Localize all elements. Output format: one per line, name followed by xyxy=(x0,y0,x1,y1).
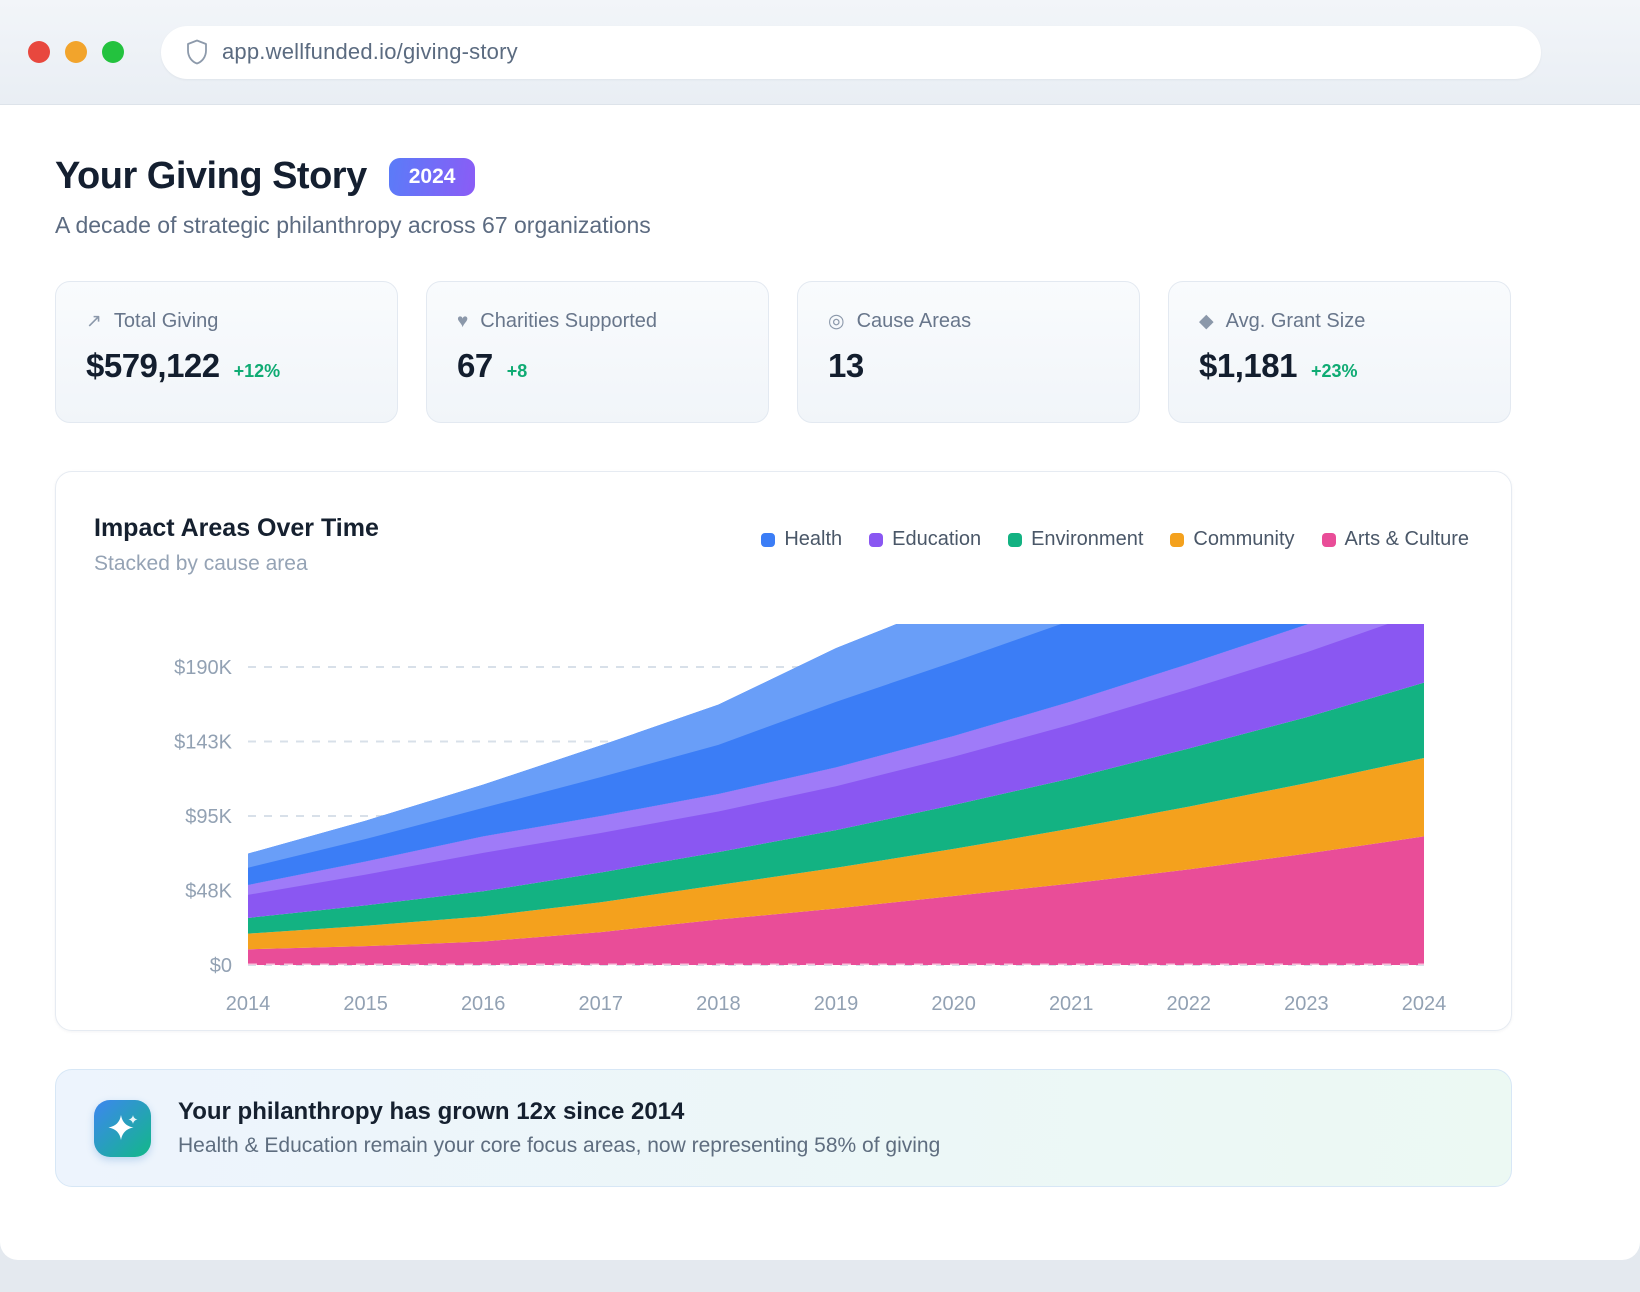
stat-label: Cause Areas xyxy=(856,310,972,332)
stat-value: $579,122 xyxy=(86,347,220,384)
stat-label: Charities Supported xyxy=(480,310,658,332)
svg-text:$48K: $48K xyxy=(185,881,232,903)
svg-text:$95K: $95K xyxy=(185,806,232,828)
impact-areas-chart: $190K $143K $95K $48K $0 2014 2015 2016 2017 2018… xyxy=(174,624,1447,1015)
legend-item-community[interactable]: Community xyxy=(1170,528,1295,551)
chart-title: Impact Areas Over Time xyxy=(94,514,379,542)
diamond-icon: ◆ xyxy=(1199,311,1214,332)
svg-text:2019: 2019 xyxy=(814,993,859,1015)
close-window-button[interactable] xyxy=(28,41,50,63)
trend-up-icon: ↗ xyxy=(86,311,102,332)
heart-icon: ♥ xyxy=(457,310,469,332)
chart-legend: Health Education Environment Community Arts … xyxy=(761,528,1469,551)
minimize-window-button[interactable] xyxy=(65,41,87,63)
legend-label: Environment xyxy=(1031,528,1144,550)
legend-swatch xyxy=(1008,532,1023,547)
legend-swatch xyxy=(761,532,776,547)
svg-text:2017: 2017 xyxy=(579,993,624,1015)
target-icon: ◎ xyxy=(828,311,845,332)
page-subtitle: A decade of strategic philanthropy acros… xyxy=(55,212,651,238)
legend-swatch xyxy=(869,532,884,547)
svg-text:2014: 2014 xyxy=(226,993,271,1015)
svg-text:2018: 2018 xyxy=(696,993,741,1015)
legend-item-environment[interactable]: Environment xyxy=(1008,528,1143,551)
maximize-window-button[interactable] xyxy=(102,41,124,63)
address-bar[interactable]: app.wellfunded.io/giving-story xyxy=(161,25,1541,79)
page-title: Your Giving Story xyxy=(55,155,367,197)
year-badge: 2024 xyxy=(388,157,476,196)
legend-label: Education xyxy=(892,528,982,550)
stat-label: Total Giving xyxy=(113,310,219,332)
stat-cards-row: ↗ Total Giving $579,122 +12% ♥ Charities… xyxy=(55,281,1512,423)
legend-swatch xyxy=(1170,532,1185,547)
stat-card-charities-supported: ♥ Charities Supported 67 +8 xyxy=(426,281,769,423)
url-text: app.wellfunded.io/giving-story xyxy=(222,39,518,64)
stat-delta: +23% xyxy=(1310,361,1358,381)
legend-item-health[interactable]: Health xyxy=(761,528,842,551)
chart-subtitle: Stacked by cause area xyxy=(94,552,308,575)
security-shield-icon xyxy=(187,39,207,65)
traffic-lights xyxy=(28,41,124,63)
legend-label: Health xyxy=(784,528,843,550)
svg-text:2020: 2020 xyxy=(931,993,976,1015)
legend-item-education[interactable]: Education xyxy=(869,528,981,551)
svg-text:2021: 2021 xyxy=(1049,993,1094,1015)
svg-text:$143K: $143K xyxy=(174,732,232,754)
stat-card-total-giving: ↗ Total Giving $579,122 +12% xyxy=(55,281,398,423)
stat-value: $1,181 xyxy=(1199,347,1297,384)
stat-label: Avg. Grant Size xyxy=(1225,310,1366,332)
stat-card-avg-grant-size: ◆ Avg. Grant Size $1,181 +23% xyxy=(1168,281,1511,423)
stat-delta: +8 xyxy=(506,361,528,381)
legend-label: Arts & Culture xyxy=(1344,528,1469,550)
stat-delta: +12% xyxy=(233,361,281,381)
svg-text:2023: 2023 xyxy=(1284,993,1329,1015)
stat-card-cause-areas: ◎ Cause Areas 13 xyxy=(797,281,1140,423)
browser-chrome: app.wellfunded.io/giving-story xyxy=(0,0,1640,105)
stat-value: 13 xyxy=(828,347,864,384)
sparkle-icon xyxy=(94,1099,151,1157)
legend-label: Community xyxy=(1193,528,1295,550)
svg-text:2024: 2024 xyxy=(1402,993,1447,1015)
svg-text:$0: $0 xyxy=(210,955,232,977)
legend-swatch xyxy=(1321,532,1336,547)
insight-subtitle: Health & Education remain your core focu… xyxy=(178,1134,941,1157)
legend-item-arts-culture[interactable]: Arts & Culture xyxy=(1321,528,1469,551)
svg-text:$190K: $190K xyxy=(174,657,232,679)
svg-text:2022: 2022 xyxy=(1167,993,1212,1015)
insight-title: Your philanthropy has grown 12x since 20… xyxy=(178,1098,685,1125)
svg-text:2016: 2016 xyxy=(461,993,506,1015)
insight-banner: Your philanthropy has grown 12x since 20… xyxy=(55,1069,1512,1187)
impact-areas-card: Impact Areas Over Time Stacked by cause … xyxy=(55,471,1512,1031)
browser-window: app.wellfunded.io/giving-story Your Givi… xyxy=(0,0,1640,1260)
svg-text:2015: 2015 xyxy=(343,993,388,1015)
stat-value: 67 xyxy=(457,347,493,384)
